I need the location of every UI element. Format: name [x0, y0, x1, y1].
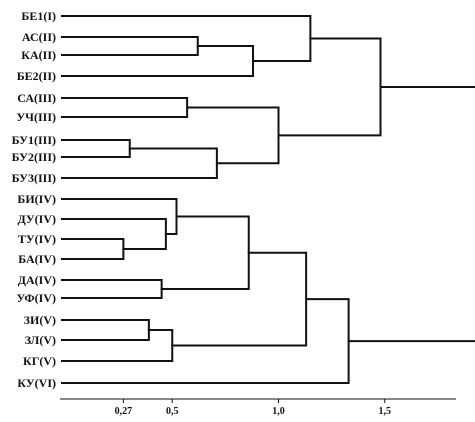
dendrogram-link [61, 97, 189, 118]
leaf-label: ДУ(IV) [17, 212, 56, 226]
dendrogram-link [277, 37, 382, 137]
dendrogram-link [61, 147, 218, 179]
dendrogram-link [61, 198, 178, 235]
leaf-label: КА(II) [21, 48, 56, 62]
dendrogram-link [61, 218, 167, 250]
x-axis-tick-label: 1,5 [379, 406, 392, 417]
dendrogram-link [61, 45, 254, 77]
leaf-label: ЗИ(V) [24, 313, 56, 327]
leaf-label: ЗЛ(V) [25, 333, 56, 347]
x-axis-tick-label: 0,5 [166, 406, 179, 417]
leaf-label: КУ(VI) [17, 376, 56, 390]
leaf-label: БЕ2(II) [17, 69, 56, 83]
dendrogram-link [61, 139, 131, 158]
dendrogram-link [160, 215, 250, 290]
dendrogram-link [186, 106, 280, 165]
leaf-label: СА(III) [17, 91, 56, 105]
x-axis-tick-label: 1,0 [272, 406, 285, 417]
dendrogram-link [347, 85, 475, 343]
dendrogram-link [61, 329, 174, 362]
leaf-label: БИ(IV) [17, 192, 56, 206]
leaf-label: БУ1(III) [12, 133, 56, 147]
dendrogram-link [61, 319, 150, 341]
leaf-label: БЕ1(I) [21, 9, 56, 23]
dendrogram-branches [61, 15, 475, 384]
dendrogram-link [61, 279, 163, 299]
leaf-label: АС(II) [22, 30, 56, 44]
leaf-label: УЧ(III) [16, 110, 56, 124]
x-axis: 0,270,51,01,52,0 [60, 398, 456, 417]
leaf-labels: БЕ1(I) АС(II) КА(II) БЕ2(II) СА(III) УЧ(III) Б… [12, 9, 56, 390]
leaf-label: ДА(IV) [18, 273, 56, 287]
leaf-label: УФ(IV) [16, 291, 56, 305]
leaf-label: БУ3(III) [12, 171, 56, 185]
leaf-label: БУ2(III) [12, 150, 56, 164]
leaf-label: ТУ(IV) [18, 232, 56, 246]
leaf-label: БА(IV) [18, 252, 56, 266]
dendrogram-link [171, 251, 308, 347]
dendrogram-link [61, 36, 199, 56]
x-axis-tick-label: 0,27 [115, 406, 133, 417]
leaf-label: КГ(V) [23, 354, 56, 368]
dendrogram-link [61, 238, 125, 260]
